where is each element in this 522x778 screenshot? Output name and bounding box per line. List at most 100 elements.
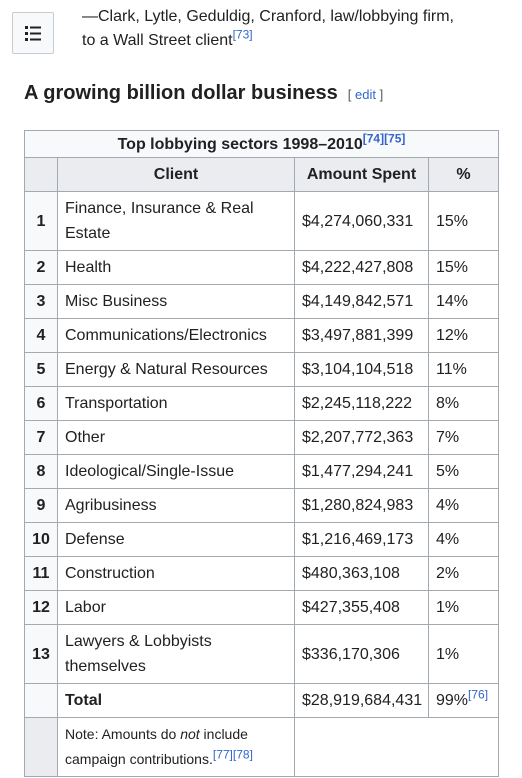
row-header: [24, 683, 58, 718]
row-number: 12: [24, 590, 58, 625]
row-header: [24, 717, 58, 777]
client: Health: [57, 250, 295, 285]
header-cell: Client: [57, 157, 295, 192]
amount: $2,207,772,363: [294, 420, 429, 455]
table-row: 11 Construction $480,363,108 2%: [24, 556, 499, 591]
table-row: 12 Labor $427,355,408 1%: [24, 590, 499, 625]
row-number: 9: [24, 488, 58, 523]
amount: $4,274,060,331: [294, 191, 429, 251]
amount: $4,222,427,808: [294, 250, 429, 285]
note-row: Note: Amounts do not include campaign co…: [24, 717, 499, 777]
header-row: Client Amount Spent %: [24, 157, 499, 192]
percent: 15%: [428, 191, 499, 251]
row-number: 10: [24, 522, 58, 557]
note-text: Note: Amounts do: [65, 726, 181, 742]
row-number: 7: [24, 420, 58, 455]
table-row: 1 Finance, Insurance & Real Estate $4,274,…: [24, 191, 499, 251]
row-number: 5: [24, 352, 58, 387]
percent: 8%: [428, 386, 499, 421]
table-row: 6 Transportation $2,245,118,222 8%: [24, 386, 499, 421]
client: Defense: [57, 522, 295, 557]
note-text: include campaign contributions.: [65, 726, 248, 767]
client: Ideological/Single-Issue: [57, 454, 295, 489]
quote-line: —Clark, Lytle, Geduldig, Cranford, law/l…: [82, 8, 454, 25]
row-number: 4: [24, 318, 58, 353]
empty-cell: [294, 717, 499, 777]
header-cell: %: [428, 157, 499, 192]
amount: $3,104,104,518: [294, 352, 429, 387]
amount: $480,363,108: [294, 556, 429, 591]
client: Lawyers & Lobbyists themselves: [57, 624, 295, 684]
table-body: 1 Finance, Insurance & Real Estate $4,274,…: [24, 191, 499, 777]
menu-button[interactable]: [12, 12, 54, 54]
table-row: 9 Agribusiness $1,280,824,983 4%: [24, 488, 499, 523]
percent: 1%: [428, 624, 499, 684]
row-number: 3: [24, 284, 58, 319]
bracket: [: [347, 87, 352, 102]
caption-text: Top lobbying sectors 1998–2010: [117, 136, 363, 153]
edit-section: [ edit ]: [348, 87, 383, 102]
reference[interactable]: [78]: [232, 747, 253, 762]
table-row: 5 Energy & Natural Resources $3,104,104,51…: [24, 352, 499, 387]
percent: 2%: [428, 556, 499, 591]
amount: $4,149,842,571: [294, 284, 429, 319]
total-label: Total: [57, 683, 295, 718]
percent: 4%: [428, 522, 499, 557]
client: Finance, Insurance & Real Estate: [57, 191, 295, 251]
header-cell: Amount Spent: [294, 157, 429, 192]
table-row: 3 Misc Business $4,149,842,571 14%: [24, 284, 499, 319]
amount: $3,497,881,399: [294, 318, 429, 353]
client: Transportation: [57, 386, 295, 421]
amount: $1,216,469,173: [294, 522, 429, 557]
row-number: 8: [24, 454, 58, 489]
total-row: Total $28,919,684,431 99%[76]: [24, 683, 499, 718]
menu-icon: [25, 26, 41, 41]
quote-text: to a Wall Street client: [82, 32, 233, 49]
row-number: 11: [24, 556, 58, 591]
data-table: Top lobbying sectors 1998–2010[74][75] C…: [24, 130, 499, 777]
header-cell: [24, 157, 58, 192]
amount: $427,355,408: [294, 590, 429, 625]
client: Agribusiness: [57, 488, 295, 523]
percent: 1%: [428, 590, 499, 625]
edit-link[interactable]: edit: [354, 87, 376, 102]
table-row: 2 Health $4,222,427,808 15%: [24, 250, 499, 285]
table-row: 7 Other $2,207,772,363 7%: [24, 420, 499, 455]
reference[interactable]: [73]: [232, 27, 253, 42]
row-number: 6: [24, 386, 58, 421]
percent: 14%: [428, 284, 499, 319]
reference[interactable]: [76]: [468, 687, 489, 702]
percent: 15%: [428, 250, 499, 285]
reference[interactable]: [74]: [362, 131, 385, 146]
client: Communications/Electronics: [57, 318, 295, 353]
note-cell: Note: Amounts do not include campaign co…: [57, 717, 295, 777]
quote: —Clark, Lytle, Geduldig, Cranford, law/l…: [82, 5, 454, 53]
section-heading: A growing billion dollar business [ edit …: [24, 80, 383, 108]
heading-text: A growing billion dollar business: [24, 82, 338, 104]
client: Misc Business: [57, 284, 295, 319]
table-row: 10 Defense $1,216,469,173 4%: [24, 522, 499, 557]
table-row: 4 Communications/Electronics $3,497,881,39…: [24, 318, 499, 353]
quote-line: to a Wall Street client[73]: [82, 29, 454, 53]
reference[interactable]: [77]: [212, 747, 233, 762]
percent: 4%: [428, 488, 499, 523]
percent-text: 99%: [436, 692, 469, 709]
percent: 5%: [428, 454, 499, 489]
client: Energy & Natural Resources: [57, 352, 295, 387]
amount: $336,170,306: [294, 624, 429, 684]
client: Construction: [57, 556, 295, 591]
percent: 7%: [428, 420, 499, 455]
table-caption: Top lobbying sectors 1998–2010[74][75]: [24, 130, 499, 157]
amount: $2,245,118,222: [294, 386, 429, 421]
row-number: 2: [24, 250, 58, 285]
reference[interactable]: [75]: [384, 131, 406, 146]
row-number: 13: [24, 624, 58, 684]
total-percent: 99%[76]: [428, 683, 499, 718]
table-row: 13 Lawyers & Lobbyists themselves $336,170…: [24, 624, 499, 684]
percent: 12%: [428, 318, 499, 353]
client: Labor: [57, 590, 295, 625]
amount: $1,477,294,241: [294, 454, 429, 489]
percent: 11%: [428, 352, 499, 387]
row-number: 1: [24, 191, 58, 251]
